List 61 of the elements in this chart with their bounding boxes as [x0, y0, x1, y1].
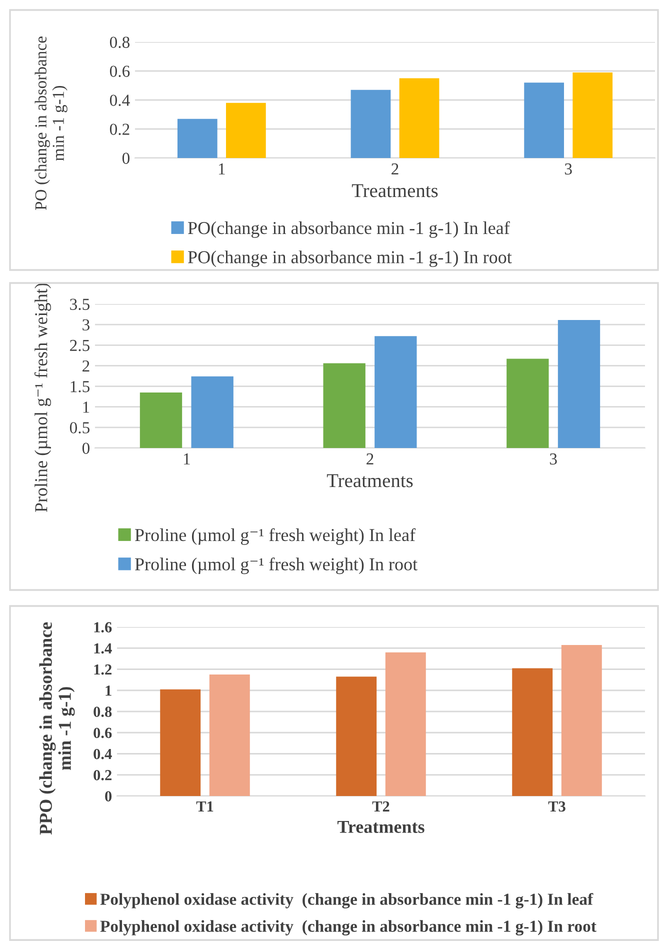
bar [140, 392, 182, 448]
y-tick-label: 1 [106, 686, 112, 696]
x-tick-label: T3 [548, 801, 566, 812]
bar [399, 78, 440, 158]
bar [561, 644, 602, 796]
legend-label: PO(change in absorbance min -1 g-1) In root [188, 250, 512, 268]
legend-label: Polyphenol oxidase activity (change in absorbance min -1 g-1) In leaf [100, 893, 594, 908]
bar [385, 652, 426, 796]
y-tick-label: 1.4 [94, 643, 112, 654]
y-tick-label: 1 [83, 402, 90, 413]
bar [160, 689, 201, 796]
legend-label: Proline (µmol g⁻¹ fresh weight) In root [135, 557, 418, 574]
bar [177, 118, 218, 158]
y-tick-label: 0.4 [94, 748, 112, 760]
x-axis-title: Treatments [352, 184, 438, 198]
y-tick-label: 0 [105, 791, 112, 802]
y-tick-label: 1.2 [94, 664, 112, 675]
bar [512, 668, 553, 796]
x-tick-label: 1 [218, 163, 225, 174]
y-axis-title: PPO (change in absorbance min -1 g-1) [39, 622, 75, 835]
x-axis-title: Treatments [326, 474, 413, 488]
bar [350, 90, 391, 158]
y-axis-title: Proline (µmol g⁻¹ fresh weight) [34, 283, 51, 512]
y-tick-label: 0.5 [70, 422, 90, 434]
bar [336, 676, 377, 796]
x-tick-label: 1 [184, 453, 190, 464]
bar [226, 102, 266, 158]
y-tick-label: 2.5 [70, 340, 90, 352]
y-tick-label: 0 [122, 152, 130, 164]
x-tick-label: 3 [564, 163, 572, 175]
bar [323, 363, 366, 448]
x-tick-label: T2 [372, 801, 390, 812]
y-tick-label: 0.6 [94, 728, 112, 738]
bar [558, 320, 600, 448]
bar [374, 336, 417, 448]
y-tick-label: 1.5 [70, 381, 90, 392]
x-tick-label: 2 [366, 453, 374, 464]
x-axis-title: Treatments [337, 820, 424, 833]
y-tick-label: 0 [82, 442, 90, 454]
y-tick-label: 1.6 [94, 622, 112, 633]
y-tick-label: 0.4 [110, 94, 130, 106]
y-tick-label: 0.8 [110, 36, 130, 48]
y-tick-label: 3.5 [70, 298, 90, 310]
bar [209, 674, 250, 796]
legend-label: PO(change in absorbance min -1 g-1) In leaf [188, 221, 510, 238]
bar [191, 376, 234, 448]
y-tick-label: 0.2 [110, 124, 130, 136]
bar [506, 358, 549, 448]
bar [572, 72, 613, 158]
x-tick-label: 3 [550, 453, 557, 465]
y-tick-label: 0.8 [94, 706, 112, 718]
y-tick-label: 0.2 [94, 770, 112, 780]
y-tick-label: 0.6 [110, 66, 130, 78]
bar [524, 82, 564, 158]
legend-label: Polyphenol oxidase activity (change in absorbance min -1 g-1) In root [100, 920, 596, 936]
y-axis-title: PO (change in absorbance min -1 g-1) [34, 36, 68, 210]
x-tick-label: T1 [196, 801, 214, 812]
legend-label: Proline (µmol g⁻¹ fresh weight) In leaf [135, 528, 416, 545]
x-tick-label: 2 [392, 163, 398, 174]
y-tick-label: 2 [82, 360, 90, 372]
y-tick-label: 3 [82, 319, 90, 331]
